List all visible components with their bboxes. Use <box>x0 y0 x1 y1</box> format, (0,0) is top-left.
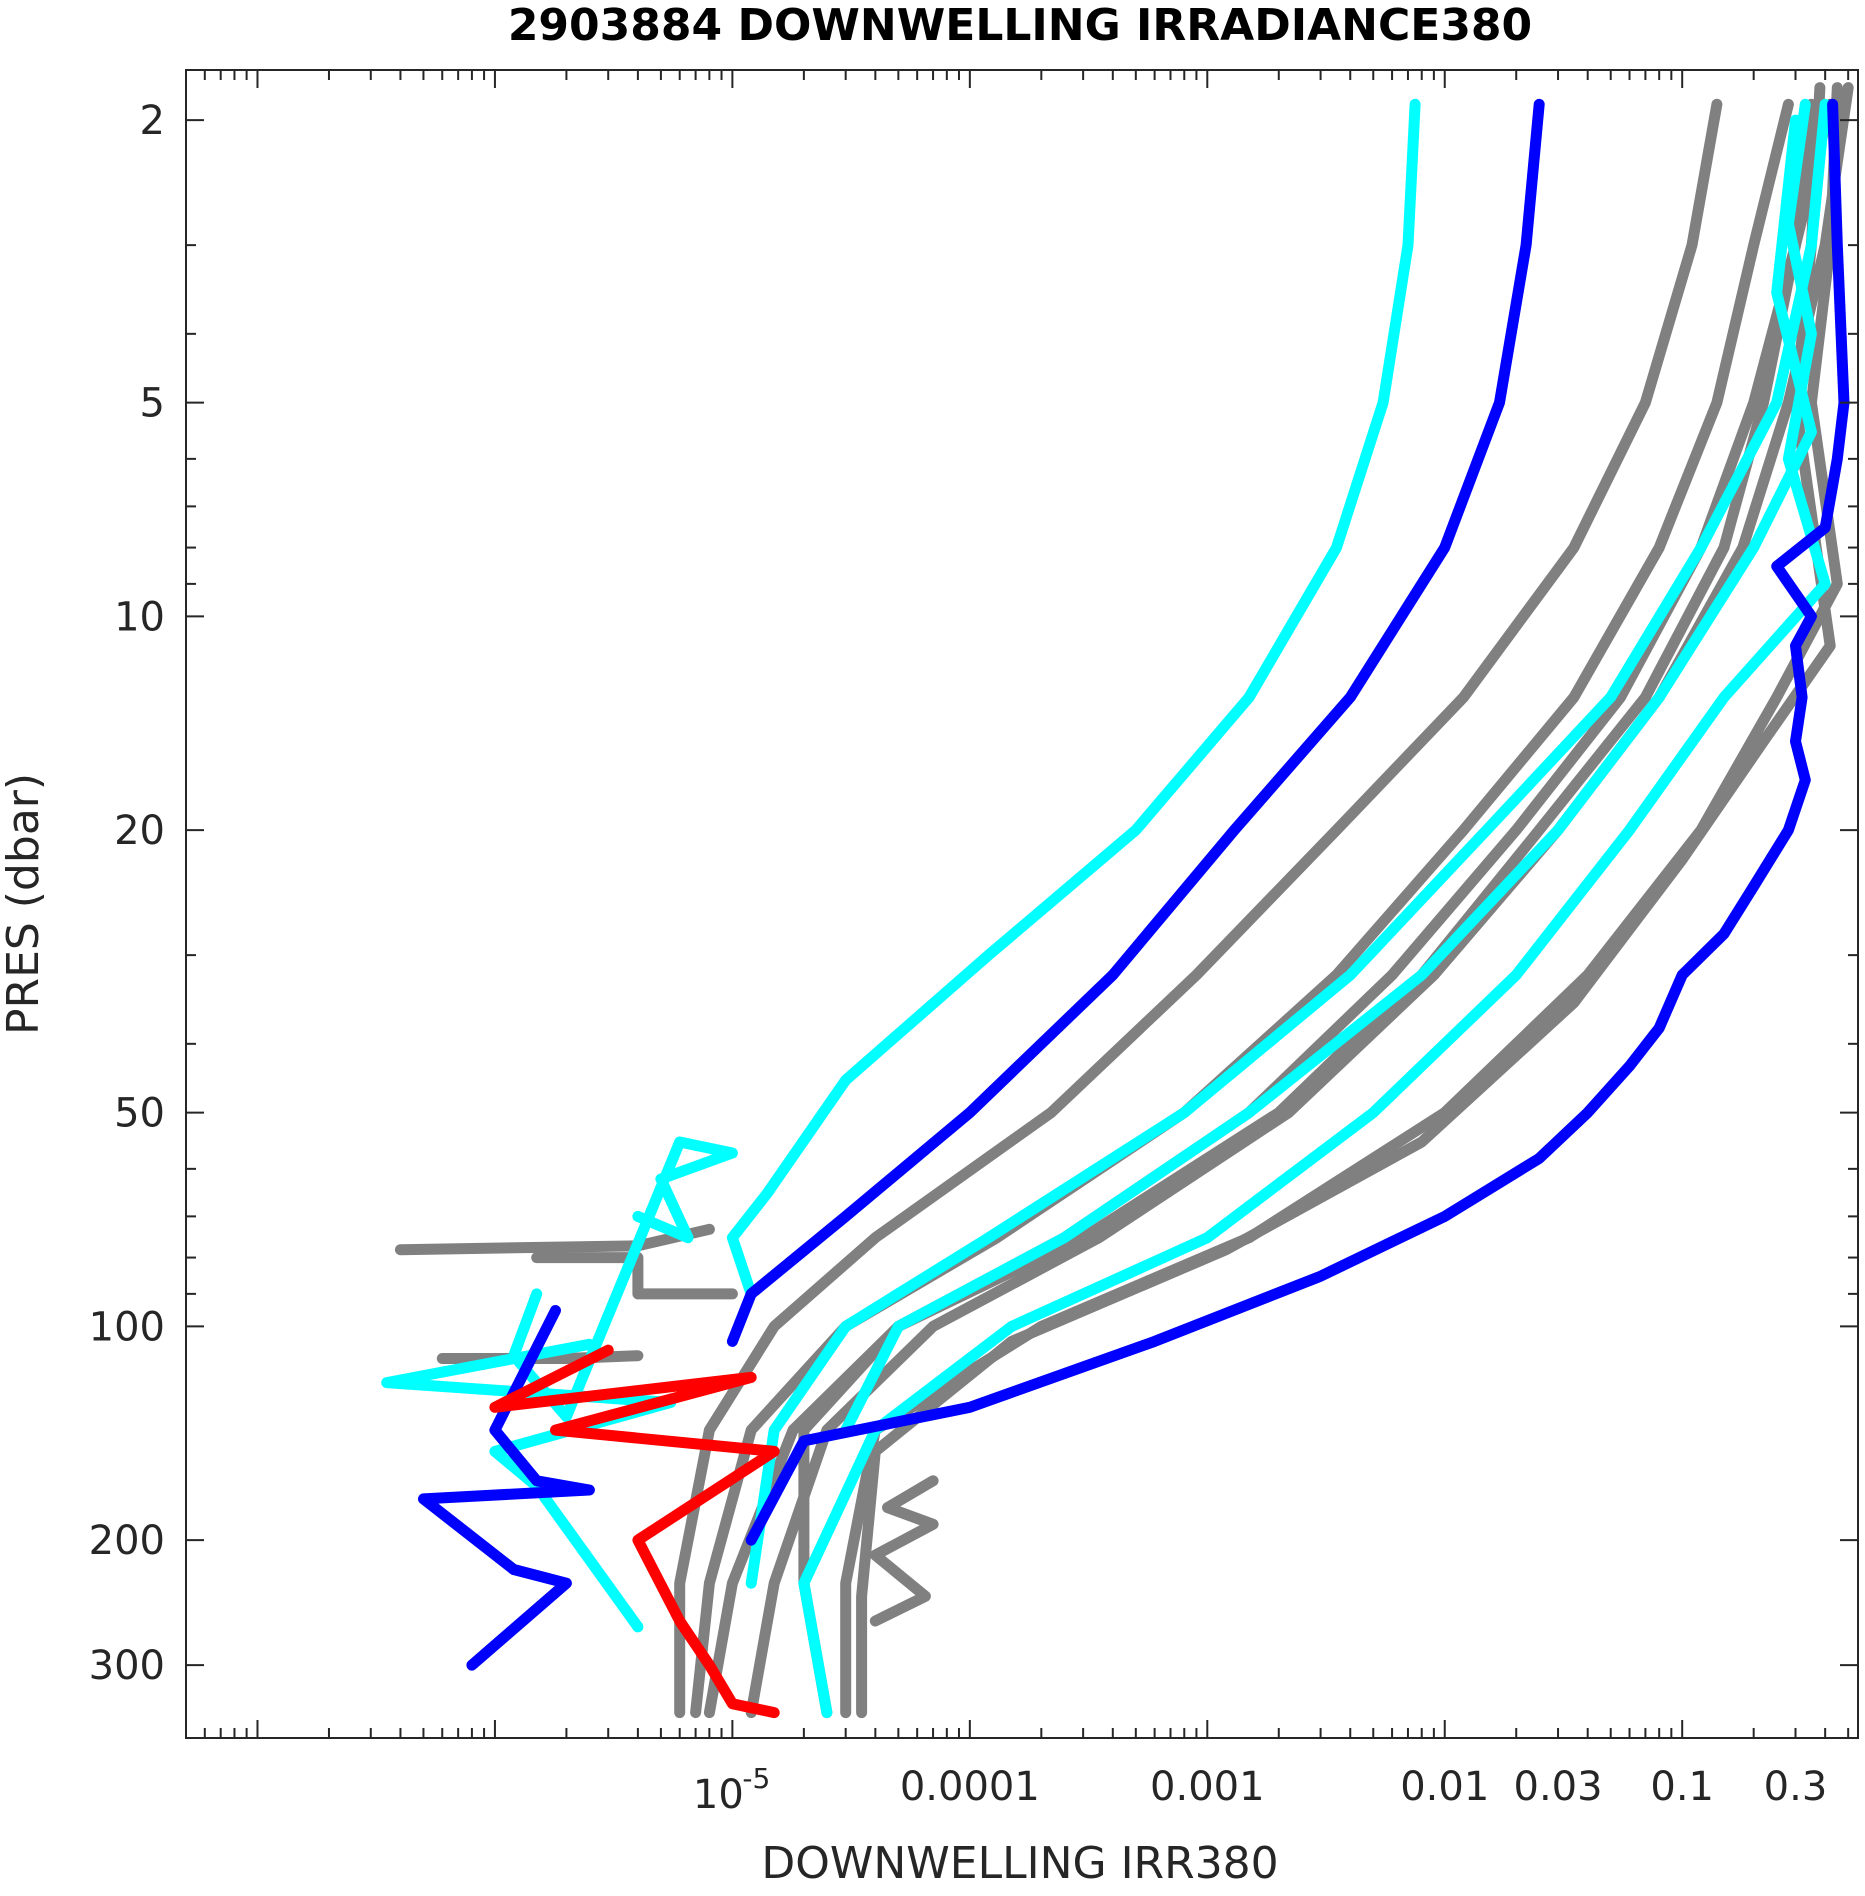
x-tick-label: 0.0001 <box>900 1764 1040 1810</box>
y-tick-label: 300 <box>89 1643 165 1689</box>
series-line-14 <box>798 98 1831 1719</box>
y-tick-label: 10 <box>114 594 165 640</box>
x-tick-label: 10 <box>693 1772 744 1818</box>
series-line-19 <box>745 98 1850 1546</box>
tick-layer <box>185 70 1858 1738</box>
series-line-15 <box>840 114 1817 1436</box>
series-line-10 <box>869 1475 939 1627</box>
series-line-21 <box>489 1344 780 1719</box>
y-tick-labels: 2 5 10 20 50 100 200 300 <box>89 98 165 1689</box>
series-line-2 <box>690 98 1794 1719</box>
series-line-18 <box>726 98 1545 1347</box>
chart-title: 2903884 DOWNWELLING IRRADIANCE380 <box>508 0 1532 51</box>
y-tick-label: 20 <box>114 808 165 854</box>
x-tick-label: 0.1 <box>1650 1764 1714 1810</box>
series-line-13 <box>745 98 1831 1589</box>
series-line-5 <box>840 82 1843 1719</box>
y-tick-label: 50 <box>114 1091 165 1137</box>
y-tick-label: 200 <box>89 1518 165 1564</box>
series-line-4 <box>745 82 1854 1719</box>
x-tick-label: 0.001 <box>1150 1764 1265 1810</box>
x-tick-labels: 10-5 0.0001 0.001 0.01 0.03 0.1 0.3 <box>693 1762 1827 1818</box>
x-axis-label: DOWNWELLING IRR380 <box>761 1838 1278 1889</box>
series-line-6 <box>856 82 1836 1719</box>
x-tick-label-exponent: -5 <box>742 1762 770 1795</box>
series-line-1 <box>674 98 1723 1719</box>
series-line-3 <box>703 98 1836 1719</box>
y-tick-label: 100 <box>89 1304 165 1350</box>
plot-frame <box>185 69 1859 1739</box>
x-tick-label: 0.01 <box>1400 1764 1489 1810</box>
series-line-12 <box>726 98 1421 1300</box>
x-tick-label: 0.03 <box>1514 1764 1603 1810</box>
series-line-9 <box>436 1350 644 1364</box>
series-layer <box>381 82 1854 1719</box>
y-axis-label: PRES (dbar) <box>0 773 49 1035</box>
y-tick-label: 5 <box>140 381 165 427</box>
x-tick-label: 0.3 <box>1764 1764 1828 1810</box>
y-tick-label: 2 <box>140 98 165 144</box>
series-line-20 <box>418 1305 595 1671</box>
